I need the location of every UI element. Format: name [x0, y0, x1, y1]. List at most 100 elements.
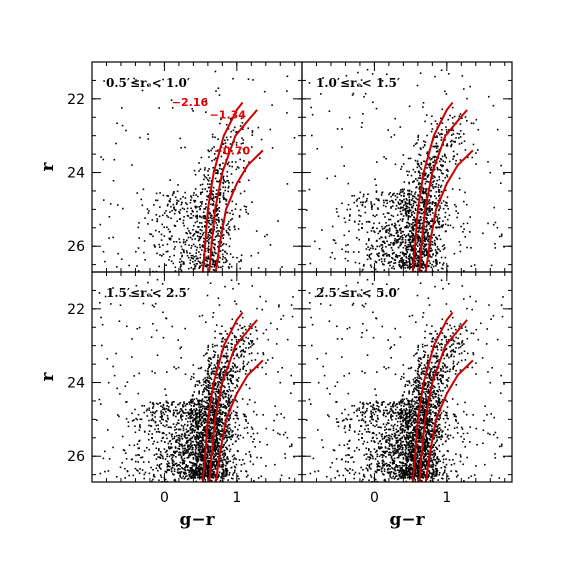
star-point	[247, 179, 250, 182]
star-point	[166, 420, 168, 423]
star-point	[211, 254, 214, 256]
star-point	[138, 372, 140, 375]
star-point	[204, 221, 207, 223]
star-point	[368, 221, 371, 223]
star-point	[472, 122, 475, 125]
star-point	[177, 436, 180, 439]
star-point	[235, 440, 237, 442]
star-point	[234, 228, 236, 231]
star-point	[197, 400, 200, 403]
star-point	[414, 260, 417, 263]
star-point	[403, 181, 406, 183]
star-point	[219, 457, 222, 459]
star-point	[374, 248, 377, 250]
star-point	[228, 182, 230, 184]
star-point	[463, 133, 465, 135]
star-point	[412, 241, 414, 243]
star-point	[226, 180, 228, 182]
star-point	[370, 258, 372, 260]
star-point	[293, 456, 295, 458]
star-point	[147, 138, 150, 140]
star-point	[195, 249, 198, 251]
star-point	[198, 437, 200, 439]
star-point	[135, 454, 137, 457]
star-point	[356, 205, 359, 207]
star-point	[207, 217, 210, 219]
star-point	[178, 261, 181, 263]
star-point	[437, 221, 440, 223]
star-point	[283, 416, 285, 419]
star-point	[159, 192, 161, 194]
star-point	[174, 429, 176, 431]
star-point	[206, 195, 208, 197]
star-point	[218, 235, 220, 237]
star-point	[196, 461, 199, 464]
star-point	[209, 454, 211, 456]
star-point	[109, 203, 112, 205]
star-point	[447, 218, 449, 221]
star-point	[206, 376, 209, 379]
star-point	[503, 173, 505, 175]
star-point	[403, 255, 405, 257]
star-point	[400, 266, 402, 269]
star-point	[223, 412, 226, 414]
star-point	[363, 95, 365, 98]
star-point	[167, 195, 170, 197]
star-point	[209, 183, 211, 185]
star-point	[145, 410, 148, 412]
star-point	[212, 203, 215, 205]
star-point	[190, 195, 192, 197]
star-point	[389, 264, 391, 267]
star-point	[447, 224, 449, 227]
star-point	[435, 236, 437, 239]
star-point	[213, 146, 215, 148]
star-point	[232, 129, 235, 132]
star-point	[417, 260, 420, 262]
star-point	[409, 203, 411, 206]
star-point	[406, 266, 409, 269]
star-point	[197, 195, 199, 198]
star-point	[445, 126, 447, 128]
star-point	[245, 347, 247, 349]
star-point	[425, 248, 428, 250]
star-point	[186, 254, 189, 257]
star-point	[191, 108, 193, 110]
star-point	[401, 257, 403, 259]
star-point	[175, 439, 178, 441]
star-point	[448, 214, 451, 217]
star-point	[438, 178, 441, 181]
star-point	[194, 245, 197, 248]
star-point	[432, 265, 435, 268]
star-point	[432, 201, 434, 204]
star-point	[126, 381, 129, 383]
star-point	[219, 191, 222, 194]
star-point	[138, 222, 140, 224]
star-point	[188, 230, 190, 232]
star-point	[198, 419, 201, 421]
star-point	[360, 85, 363, 87]
star-point	[119, 304, 122, 306]
star-point	[218, 304, 221, 306]
star-point	[186, 403, 189, 405]
star-point	[424, 265, 426, 267]
star-point	[419, 248, 421, 250]
star-point	[217, 452, 219, 455]
star-point	[435, 142, 438, 145]
star-point	[197, 435, 199, 437]
star-point	[216, 437, 218, 439]
star-point	[336, 128, 339, 130]
star-point	[221, 220, 224, 223]
star-point	[305, 209, 308, 211]
star-point	[221, 466, 223, 468]
star-point	[196, 215, 199, 218]
star-point	[469, 231, 471, 233]
star-point	[449, 140, 452, 143]
star-point	[390, 206, 392, 208]
star-point	[211, 193, 213, 196]
star-point	[168, 231, 171, 233]
star-point	[170, 446, 172, 448]
star-point	[191, 245, 193, 247]
star-point	[394, 262, 397, 264]
star-point	[171, 435, 173, 438]
star-point	[397, 239, 399, 241]
